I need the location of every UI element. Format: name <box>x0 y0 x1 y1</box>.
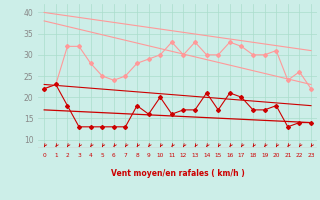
X-axis label: Vent moyen/en rafales ( km/h ): Vent moyen/en rafales ( km/h ) <box>111 169 244 178</box>
